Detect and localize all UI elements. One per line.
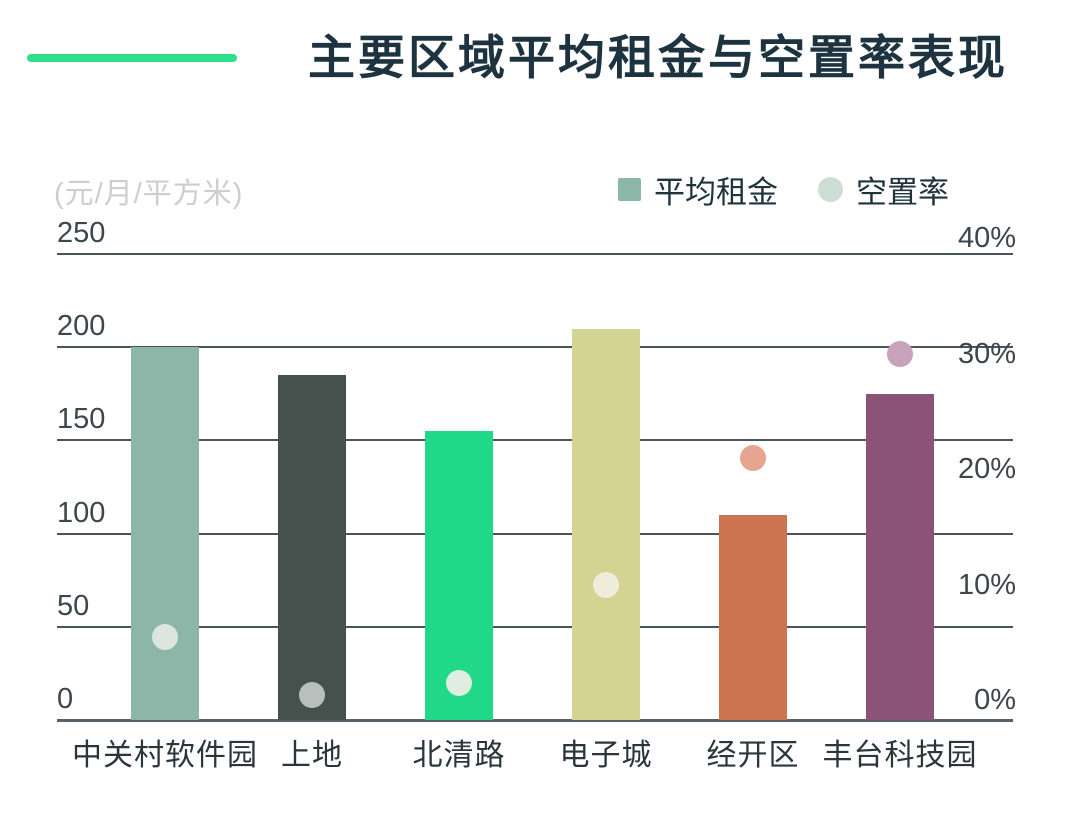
left-axis-tick-label: 150 <box>57 403 106 436</box>
category-label: 电子城 <box>559 739 653 772</box>
vacancy-dot <box>887 341 913 367</box>
rent-swatch-icon <box>618 177 641 201</box>
right-axis-tick-label: 30% <box>957 337 1016 370</box>
right-axis-tick-label: 10% <box>957 568 1016 601</box>
left-axis-tick-label: 50 <box>57 589 90 622</box>
rent-bar <box>572 328 640 720</box>
rent-bar <box>131 347 199 720</box>
legend: 平均租金 空置率 <box>618 172 949 210</box>
vacancy-swatch-icon <box>818 176 843 202</box>
category-label: 中关村软件园 <box>72 739 258 772</box>
x-axis-line <box>57 719 1013 722</box>
left-axis-unit-label: (元/月/平方米) <box>54 178 244 210</box>
vacancy-dot <box>152 623 178 650</box>
legend-item-rent: 平均租金 <box>618 167 778 212</box>
category-label: 经开区 <box>706 739 800 772</box>
title-accent-bar <box>27 54 237 62</box>
left-axis-tick-label: 100 <box>57 496 106 529</box>
legend-vacancy-label: 空置率 <box>856 174 949 210</box>
left-axis-tick-label: 0 <box>57 683 74 715</box>
rent-bar <box>719 514 787 720</box>
gridline <box>57 346 1013 349</box>
category-label: 丰台科技园 <box>822 739 978 772</box>
right-axis-tick-label: 0% <box>974 684 1016 716</box>
vacancy-dot <box>299 681 325 708</box>
rent-bar <box>278 375 346 720</box>
right-axis-tick-label: 40% <box>957 222 1016 254</box>
left-axis-tick-label: 200 <box>57 310 106 343</box>
category-label: 上地 <box>281 739 343 772</box>
gridline <box>57 253 1013 255</box>
vacancy-dot <box>446 670 472 697</box>
vacancy-dot <box>740 444 766 471</box>
left-axis-tick-label: 250 <box>57 217 106 249</box>
page-title: 主要区域平均租金与空置率表现 <box>308 31 1008 84</box>
right-axis-tick-label: 20% <box>957 453 1016 485</box>
legend-rent-label: 平均租金 <box>654 174 778 210</box>
legend-item-vacancy: 空置率 <box>818 167 949 212</box>
category-label: 北清路 <box>412 739 506 772</box>
gridline <box>57 532 1013 535</box>
vacancy-dot <box>593 572 619 598</box>
gridline <box>57 439 1013 442</box>
rent-bar <box>866 393 934 720</box>
gridline <box>57 625 1013 628</box>
